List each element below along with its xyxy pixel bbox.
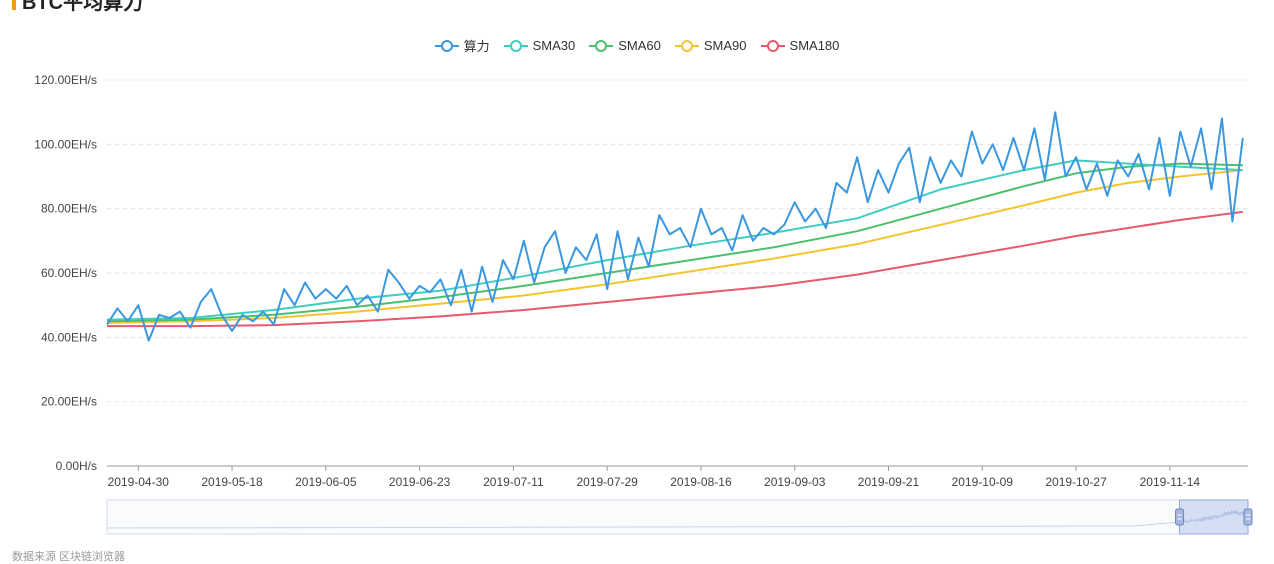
zoom-slider-track[interactable] [106, 499, 1249, 535]
legend-label: SMA60 [618, 38, 661, 53]
series-line-SMA30 [106, 159, 1243, 321]
x-tick-label: 2019-06-23 [389, 475, 451, 489]
legend: 算力 SMA30 SMA60 SMA90 SMA180 [0, 36, 1274, 55]
chart-title-text: BTC平均算力 [22, 0, 144, 14]
x-tick-label: 2019-07-29 [576, 475, 638, 489]
y-tick-label: 20.00EH/s [41, 395, 97, 409]
legend-label: SMA180 [789, 38, 840, 53]
y-tick-label: 40.00EH/s [41, 330, 97, 344]
zoom-handle-right[interactable] [1243, 508, 1253, 526]
y-tick-label: 100.00EH/s [34, 137, 97, 151]
legend-label: SMA30 [532, 38, 576, 53]
x-tick-label: 2019-10-27 [1045, 475, 1107, 489]
x-tick-label: 2019-11-14 [1140, 475, 1201, 489]
series-line-SMA60 [106, 162, 1243, 323]
series-line-SMA180 [107, 210, 1243, 328]
legend-marker-icon [503, 39, 528, 52]
y-tick-label: 120.00EH/s [34, 73, 97, 87]
x-tick-label: 2019-06-05 [295, 475, 357, 489]
legend-label: SMA90 [703, 38, 747, 53]
zoom-preview-line [106, 509, 1249, 529]
series-line-算力 [106, 111, 1244, 342]
x-tick-label: 2019-09-03 [764, 475, 826, 489]
x-tick-label: 2019-05-18 [201, 475, 263, 489]
zoom-selected-window[interactable] [1179, 499, 1249, 535]
x-tick-label: 2019-08-16 [670, 475, 732, 489]
x-tick-label: 2019-10-09 [952, 475, 1014, 489]
x-tick-label: 2019-07-11 [483, 475, 544, 489]
legend-label: 算力 [463, 39, 490, 54]
legend-marker-icon [674, 39, 699, 52]
legend-marker-icon [589, 39, 614, 52]
y-tick-label: 80.00EH/s [41, 202, 97, 216]
x-tick-label: 2019-09-21 [858, 475, 920, 489]
chart-title: BTC平均算力 [0, 0, 144, 14]
title-accent-bar [12, 0, 16, 10]
footer-text: 数据来源 区块链浏览器 [12, 551, 126, 563]
y-tick-label: 60.00EH/s [41, 266, 97, 280]
legend-item[interactable]: 算力 [434, 36, 490, 55]
legend-marker-icon [760, 39, 785, 52]
x-tick-label: 2019-04-30 [108, 475, 170, 489]
legend-item[interactable]: SMA60 [589, 36, 661, 55]
y-tick-label: 0.00H/s [56, 459, 97, 473]
series-line-SMA90 [106, 169, 1243, 324]
zoom-handle-left[interactable] [1175, 508, 1185, 526]
legend-item[interactable]: SMA90 [674, 36, 747, 55]
legend-item[interactable]: SMA180 [760, 36, 840, 55]
legend-marker-icon [434, 39, 459, 52]
legend-item[interactable]: SMA30 [503, 36, 576, 55]
